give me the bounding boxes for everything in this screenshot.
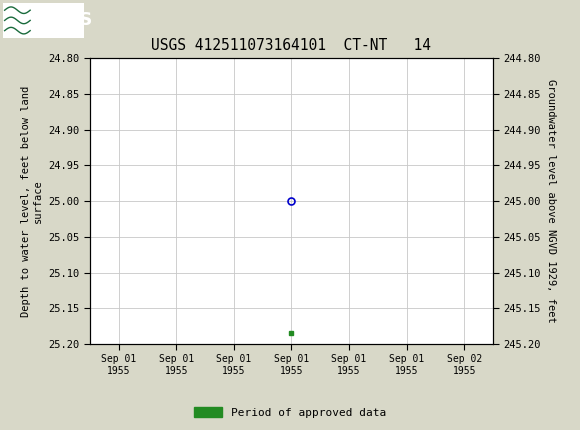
Legend: Period of approved data: Period of approved data bbox=[190, 403, 390, 422]
Y-axis label: Groundwater level above NGVD 1929, feet: Groundwater level above NGVD 1929, feet bbox=[546, 79, 556, 323]
Title: USGS 412511073164101  CT-NT   14: USGS 412511073164101 CT-NT 14 bbox=[151, 38, 432, 53]
Bar bbox=[3, 3, 84, 37]
Y-axis label: Depth to water level, feet below land
surface: Depth to water level, feet below land su… bbox=[21, 86, 43, 316]
Text: USGS: USGS bbox=[38, 12, 93, 29]
